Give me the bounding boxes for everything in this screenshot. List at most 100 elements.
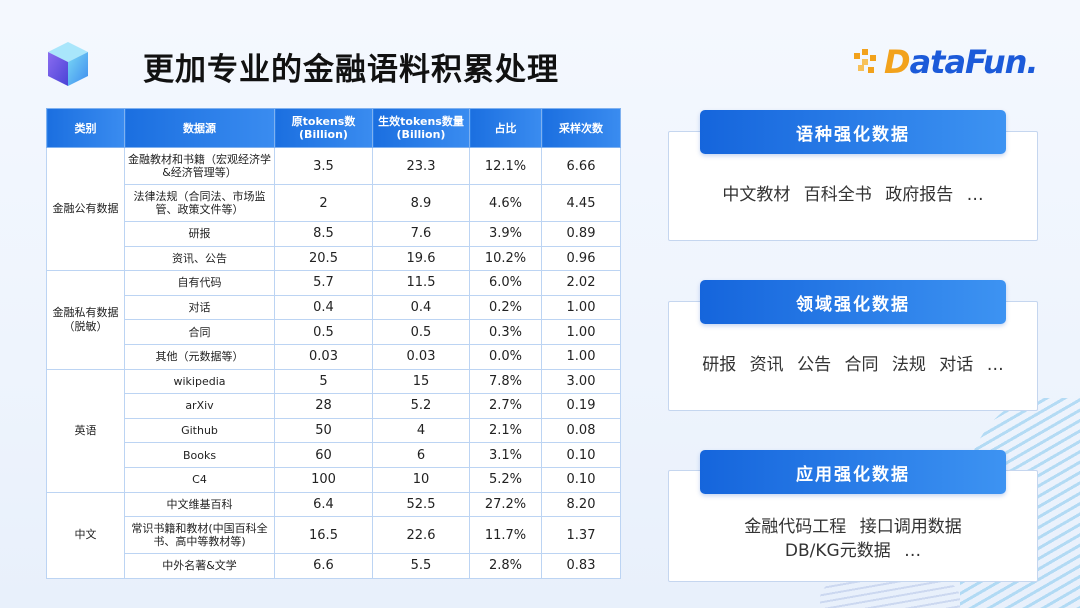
logo-dots-icon bbox=[854, 49, 876, 73]
effective-tokens-cell: 0.03 bbox=[372, 343, 470, 370]
orig-tokens-cell: 60 bbox=[274, 442, 373, 468]
effective-tokens-cell: 6 bbox=[372, 442, 470, 468]
table-row: 合同 0.5 0.5 0.3% 1.00 bbox=[47, 319, 621, 345]
samples-cell: 2.02 bbox=[541, 270, 621, 296]
orig-tokens-cell: 100 bbox=[274, 466, 373, 493]
orig-tokens-cell: 50 bbox=[274, 417, 373, 444]
samples-cell: 0.10 bbox=[541, 442, 621, 468]
samples-cell: 1.00 bbox=[541, 319, 621, 345]
category-cell: 金融公有数据 bbox=[46, 146, 125, 272]
table-row: 中外名著&文学 6.6 5.5 2.8% 0.83 bbox=[47, 553, 621, 579]
effective-tokens-cell: 23.3 bbox=[372, 147, 470, 185]
logo-text: DataFun. bbox=[884, 43, 1039, 81]
orig-tokens-cell: 28 bbox=[274, 393, 373, 419]
ratio-cell: 7.8% bbox=[469, 368, 542, 395]
orig-tokens-cell: 2 bbox=[274, 184, 373, 222]
header-source: 数据源 bbox=[124, 108, 275, 148]
effective-tokens-cell: 0.5 bbox=[372, 319, 470, 345]
table-row: arXiv 28 5.2 2.7% 0.19 bbox=[47, 393, 621, 419]
orig-tokens-cell: 16.5 bbox=[274, 516, 373, 555]
source-cell: 合同 bbox=[124, 319, 275, 345]
samples-cell: 1.00 bbox=[541, 294, 621, 321]
orig-tokens-cell: 20.5 bbox=[274, 245, 373, 272]
samples-cell: 0.10 bbox=[541, 466, 621, 493]
panel-language-body: 中文教材 百科全书 政府报告 … bbox=[722, 185, 984, 205]
ratio-cell: 3.1% bbox=[469, 442, 542, 468]
samples-cell: 3.00 bbox=[541, 368, 621, 395]
category-cell: 中文 bbox=[46, 491, 125, 579]
ratio-cell: 10.2% bbox=[469, 245, 542, 272]
header-category: 类别 bbox=[46, 108, 125, 148]
effective-tokens-cell: 11.5 bbox=[372, 270, 470, 296]
panel-application-heading: 应用强化数据 bbox=[700, 450, 1006, 494]
orig-tokens-cell: 0.03 bbox=[274, 343, 373, 370]
source-cell: Github bbox=[124, 417, 275, 444]
source-cell: wikipedia bbox=[124, 368, 275, 395]
source-cell: 中外名著&文学 bbox=[124, 553, 275, 579]
orig-tokens-cell: 5 bbox=[274, 368, 373, 395]
table-row: 中文 中文维基百科 6.4 52.5 27.2% 8.20 bbox=[46, 491, 621, 579]
effective-tokens-cell: 7.6 bbox=[372, 221, 470, 247]
ratio-cell: 2.1% bbox=[469, 417, 542, 444]
effective-tokens-cell: 22.6 bbox=[372, 516, 470, 555]
orig-tokens-cell: 3.5 bbox=[274, 147, 373, 185]
source-cell: 常识书籍和教材(中国百科全书、高中等教材等) bbox=[124, 516, 275, 555]
ratio-cell: 27.2% bbox=[469, 491, 542, 518]
datafun-logo: DataFun. bbox=[854, 40, 1039, 84]
ratio-cell: 6.0% bbox=[469, 270, 542, 296]
effective-tokens-cell: 5.5 bbox=[372, 553, 470, 579]
source-cell: 金融教材和书籍（宏观经济学&经济管理等） bbox=[124, 147, 275, 185]
samples-cell: 8.20 bbox=[541, 491, 621, 518]
source-cell: 资讯、公告 bbox=[124, 245, 275, 272]
samples-cell: 1.00 bbox=[541, 343, 621, 370]
orig-tokens-cell: 6.6 bbox=[274, 553, 373, 579]
effective-tokens-cell: 19.6 bbox=[372, 245, 470, 272]
orig-tokens-cell: 0.5 bbox=[274, 319, 373, 345]
samples-cell: 4.45 bbox=[541, 184, 621, 222]
orig-tokens-cell: 6.4 bbox=[274, 491, 373, 518]
table-row: Github 50 4 2.1% 0.08 bbox=[47, 417, 621, 444]
table-row: Books 60 6 3.1% 0.10 bbox=[47, 442, 621, 468]
source-cell: 其他（元数据等） bbox=[124, 343, 275, 370]
samples-cell: 0.96 bbox=[541, 245, 621, 272]
header-orig-tokens: 原tokens数 (Billion) bbox=[274, 108, 373, 148]
panel-language-heading: 语种强化数据 bbox=[700, 110, 1006, 154]
table-row: 常识书籍和教材(中国百科全书、高中等教材等) 16.5 22.6 11.7% 1.37 bbox=[47, 516, 621, 555]
ratio-cell: 11.7% bbox=[469, 516, 542, 555]
ratio-cell: 5.2% bbox=[469, 466, 542, 493]
effective-tokens-cell: 52.5 bbox=[372, 491, 470, 518]
source-cell: 研报 bbox=[124, 221, 275, 247]
panel-application-body: 金融代码工程 接口调用数据 DB/KG元数据 … bbox=[668, 515, 1038, 563]
table-row: 英语 wikipedia 5 15 7.8% 3.00 bbox=[46, 368, 621, 493]
table-row: 研报 8.5 7.6 3.9% 0.89 bbox=[47, 221, 621, 247]
category-cell: 金融私有数据 （脱敏） bbox=[46, 270, 125, 370]
effective-tokens-cell: 5.2 bbox=[372, 393, 470, 419]
table-row: 对话 0.4 0.4 0.2% 1.00 bbox=[47, 294, 621, 321]
table-header-row: 类别 数据源 原tokens数 (Billion) 生效tokens数量 (Bi… bbox=[46, 108, 621, 148]
effective-tokens-cell: 4 bbox=[372, 417, 470, 444]
table-row: C4 100 10 5.2% 0.10 bbox=[47, 466, 621, 493]
ratio-cell: 0.2% bbox=[469, 294, 542, 321]
panel-application-line1: 金融代码工程 接口调用数据 bbox=[744, 517, 962, 537]
table-row: 金融私有数据 （脱敏） 自有代码 5.7 11.5 6.0% 2.02 bbox=[46, 270, 621, 370]
effective-tokens-cell: 8.9 bbox=[372, 184, 470, 222]
header-ratio: 占比 bbox=[469, 108, 542, 148]
header-effective-tokens: 生效tokens数量 (Billion) bbox=[372, 108, 470, 148]
samples-cell: 0.83 bbox=[541, 553, 621, 579]
effective-tokens-cell: 15 bbox=[372, 368, 470, 395]
corpus-table: 类别 数据源 原tokens数 (Billion) 生效tokens数量 (Bi… bbox=[46, 108, 621, 579]
source-cell: 中文维基百科 bbox=[124, 491, 275, 518]
ratio-cell: 2.7% bbox=[469, 393, 542, 419]
panel-application-line2: DB/KG元数据 … bbox=[784, 541, 922, 561]
samples-cell: 0.19 bbox=[541, 393, 621, 419]
orig-tokens-cell: 5.7 bbox=[274, 270, 373, 296]
orig-tokens-cell: 0.4 bbox=[274, 294, 373, 321]
source-cell: 自有代码 bbox=[124, 270, 275, 296]
samples-cell: 0.89 bbox=[541, 221, 621, 247]
source-cell: Books bbox=[124, 442, 275, 468]
effective-tokens-cell: 10 bbox=[372, 466, 470, 493]
source-cell: C4 bbox=[124, 466, 275, 493]
cube-icon bbox=[48, 42, 88, 86]
table-row: 其他（元数据等） 0.03 0.03 0.0% 1.00 bbox=[47, 343, 621, 370]
source-cell: 对话 bbox=[124, 294, 275, 321]
